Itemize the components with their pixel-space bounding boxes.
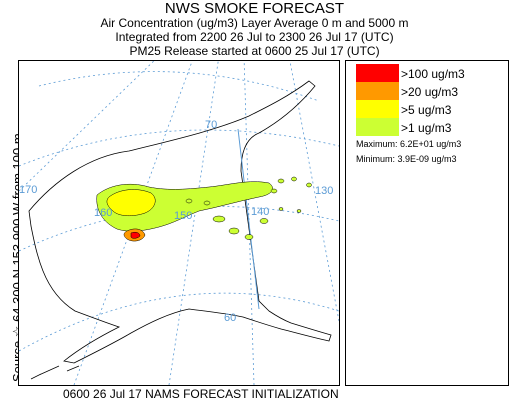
minimum-value: Minimum: 3.9E-09 ug/m3 <box>356 154 457 164</box>
lat-line-60 <box>19 292 339 352</box>
legend-swatch <box>356 64 399 82</box>
release-info: PM25 Release started at 0600 25 Jul 17 (… <box>129 44 380 58</box>
plume-yellow <box>106 189 156 216</box>
lon-line-170 <box>19 61 155 192</box>
integration-period: Integrated from 2200 26 Jul to 2300 26 J… <box>115 30 394 44</box>
concentration-subtitle: Air Concentration (ug/m3) Layer Average … <box>100 16 409 30</box>
forecast-initialization: 0600 26 Jul 17 NAMS FORECAST INITIALIZAT… <box>63 387 339 401</box>
lat-line-75 <box>38 71 320 102</box>
legend-swatch <box>356 118 399 136</box>
legend-label: >1 ug/m3 <box>401 121 452 135</box>
lon-label-150: 150 <box>174 210 192 222</box>
plume-fragments <box>185 176 312 240</box>
legend-label: >20 ug/m3 <box>401 85 459 99</box>
lon-line-150 <box>168 61 219 385</box>
lat-line-70 <box>19 129 339 167</box>
legend-swatch <box>356 82 399 100</box>
legend-label: >100 ug/m3 <box>401 67 465 81</box>
plume-red <box>130 231 141 239</box>
lat-label-70: 70 <box>205 119 217 131</box>
smoke-map: 170 160 150 140 130 70 60 <box>19 61 339 385</box>
lon-label-130: 130 <box>315 185 333 197</box>
canada-border <box>237 128 260 310</box>
legend-label: >5 ug/m3 <box>401 103 452 117</box>
forecast-title: NWS SMOKE FORECAST <box>164 0 345 17</box>
lon-label-160: 160 <box>94 207 112 219</box>
maximum-value: Maximum: 6.2E+01 ug/m3 <box>356 139 462 149</box>
legend-swatch <box>356 100 399 118</box>
lon-label-170: 170 <box>19 184 37 196</box>
legend-panel: >100 ug/m3 >20 ug/m3 >5 ug/m3 >1 ug/m3 M… <box>345 60 509 386</box>
smoke-plume <box>96 176 312 242</box>
islands <box>30 365 80 380</box>
graticule <box>19 61 339 385</box>
alaska-coastline <box>28 80 332 364</box>
map-panel: 170 160 150 140 130 70 60 <box>18 60 340 386</box>
lon-label-140: 140 <box>251 206 269 218</box>
lat-label-60: 60 <box>224 312 236 324</box>
